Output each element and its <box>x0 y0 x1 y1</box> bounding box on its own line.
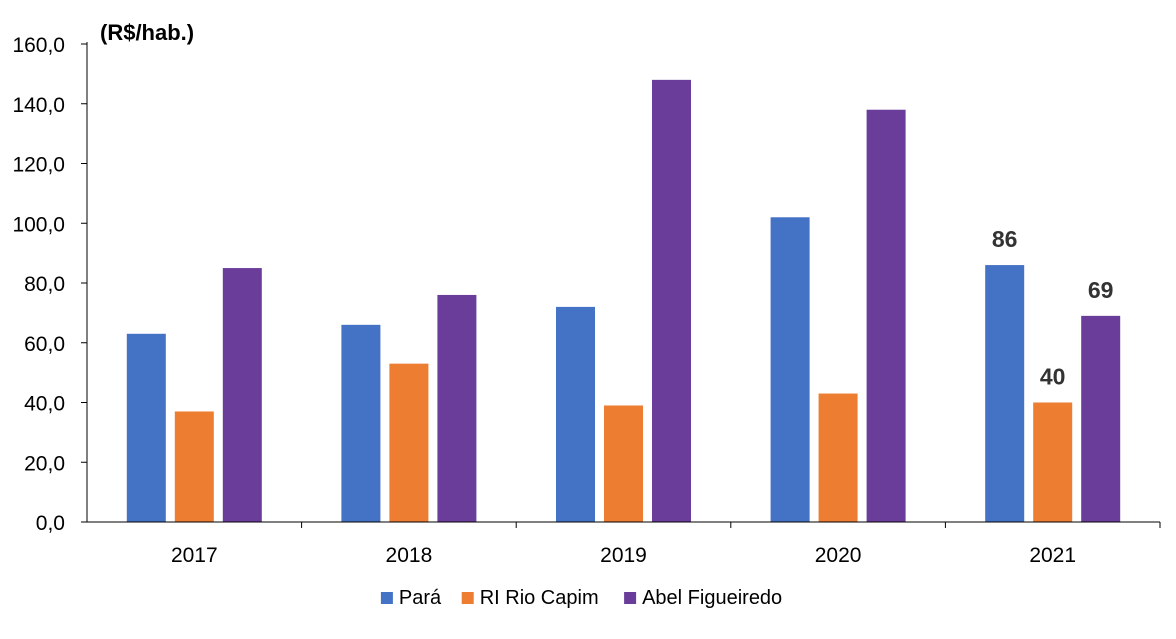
legend-swatch <box>461 592 474 604</box>
x-tick-label: 2018 <box>386 544 433 567</box>
bar <box>985 265 1025 522</box>
y-tick-label: 120,0 <box>12 154 65 177</box>
data-labels: 86 40 69 <box>992 226 1114 389</box>
axes <box>86 42 1161 528</box>
bar <box>556 306 595 522</box>
bar <box>604 405 643 522</box>
legend-label: RI Rio Capim <box>480 587 599 609</box>
data-label: 86 <box>992 226 1018 252</box>
x-tick-label: 2020 <box>815 544 862 567</box>
legend-label: Pará <box>399 587 442 609</box>
bar <box>652 79 691 522</box>
bar <box>1033 402 1073 522</box>
bar <box>866 109 906 522</box>
y-tick-label: 20,0 <box>24 452 65 475</box>
y-tick-label: 160,0 <box>12 34 65 57</box>
bar <box>174 411 214 522</box>
bar <box>770 217 810 522</box>
y-tick-label: 140,0 <box>12 94 65 117</box>
bar <box>222 268 262 522</box>
legend: Pará RI Rio Capim Abel Figueiredo <box>380 587 782 609</box>
bar <box>126 333 166 522</box>
legend-swatch <box>380 592 393 604</box>
bars <box>126 79 1121 522</box>
y-axis-unit-label: (R$/hab.) <box>100 20 194 45</box>
y-tick-label: 40,0 <box>24 393 65 416</box>
x-tick-label: 2017 <box>171 544 218 567</box>
y-tick-label: 100,0 <box>12 213 65 236</box>
y-tick-label: 60,0 <box>24 333 65 356</box>
data-label: 40 <box>1040 364 1066 390</box>
data-label: 69 <box>1088 277 1114 303</box>
y-axis-ticks: 0,0 20,0 40,0 60,0 80,0 100,0 120,0 140,0 160,0 <box>12 34 87 535</box>
bar <box>341 324 381 522</box>
x-axis-ticks: 2017 2018 2019 2020 2021 <box>171 544 1076 567</box>
y-tick-label: 80,0 <box>24 273 65 296</box>
y-tick-label: 0,0 <box>36 512 65 535</box>
bar <box>389 363 429 522</box>
legend-label: Abel Figueiredo <box>642 587 782 609</box>
x-tick-label: 2021 <box>1029 544 1076 567</box>
x-tick-label: 2019 <box>600 544 647 567</box>
bar <box>818 393 858 522</box>
legend-swatch <box>624 592 637 604</box>
bar <box>437 294 477 522</box>
bar <box>1081 315 1121 522</box>
